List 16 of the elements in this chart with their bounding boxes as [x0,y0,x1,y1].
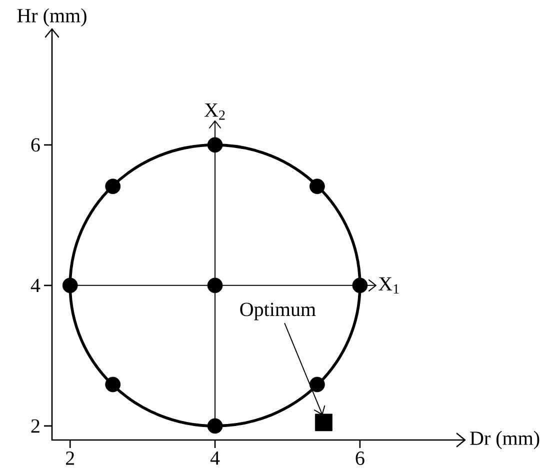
y-axis-title: Hr (mm) [17,8,86,26]
annotation: Optimum [240,302,316,320]
point [315,414,332,432]
x-tick-label: 6 [356,452,364,465]
y-tick-label: 4 [30,278,40,292]
x-tick-label: 4 [210,452,220,465]
y-tick-label: 6 [31,138,40,152]
point [105,376,121,392]
x-tick-label: 2 [66,452,74,465]
ref-line-label: X$_{2}$ [204,104,225,120]
x-axis-title: Dr (mm) [470,430,540,450]
point [105,178,121,194]
y-tick-label: 2 [31,419,40,433]
ref-line-label: X$_{1}$ [378,277,399,294]
point [309,178,325,194]
point [309,376,325,392]
